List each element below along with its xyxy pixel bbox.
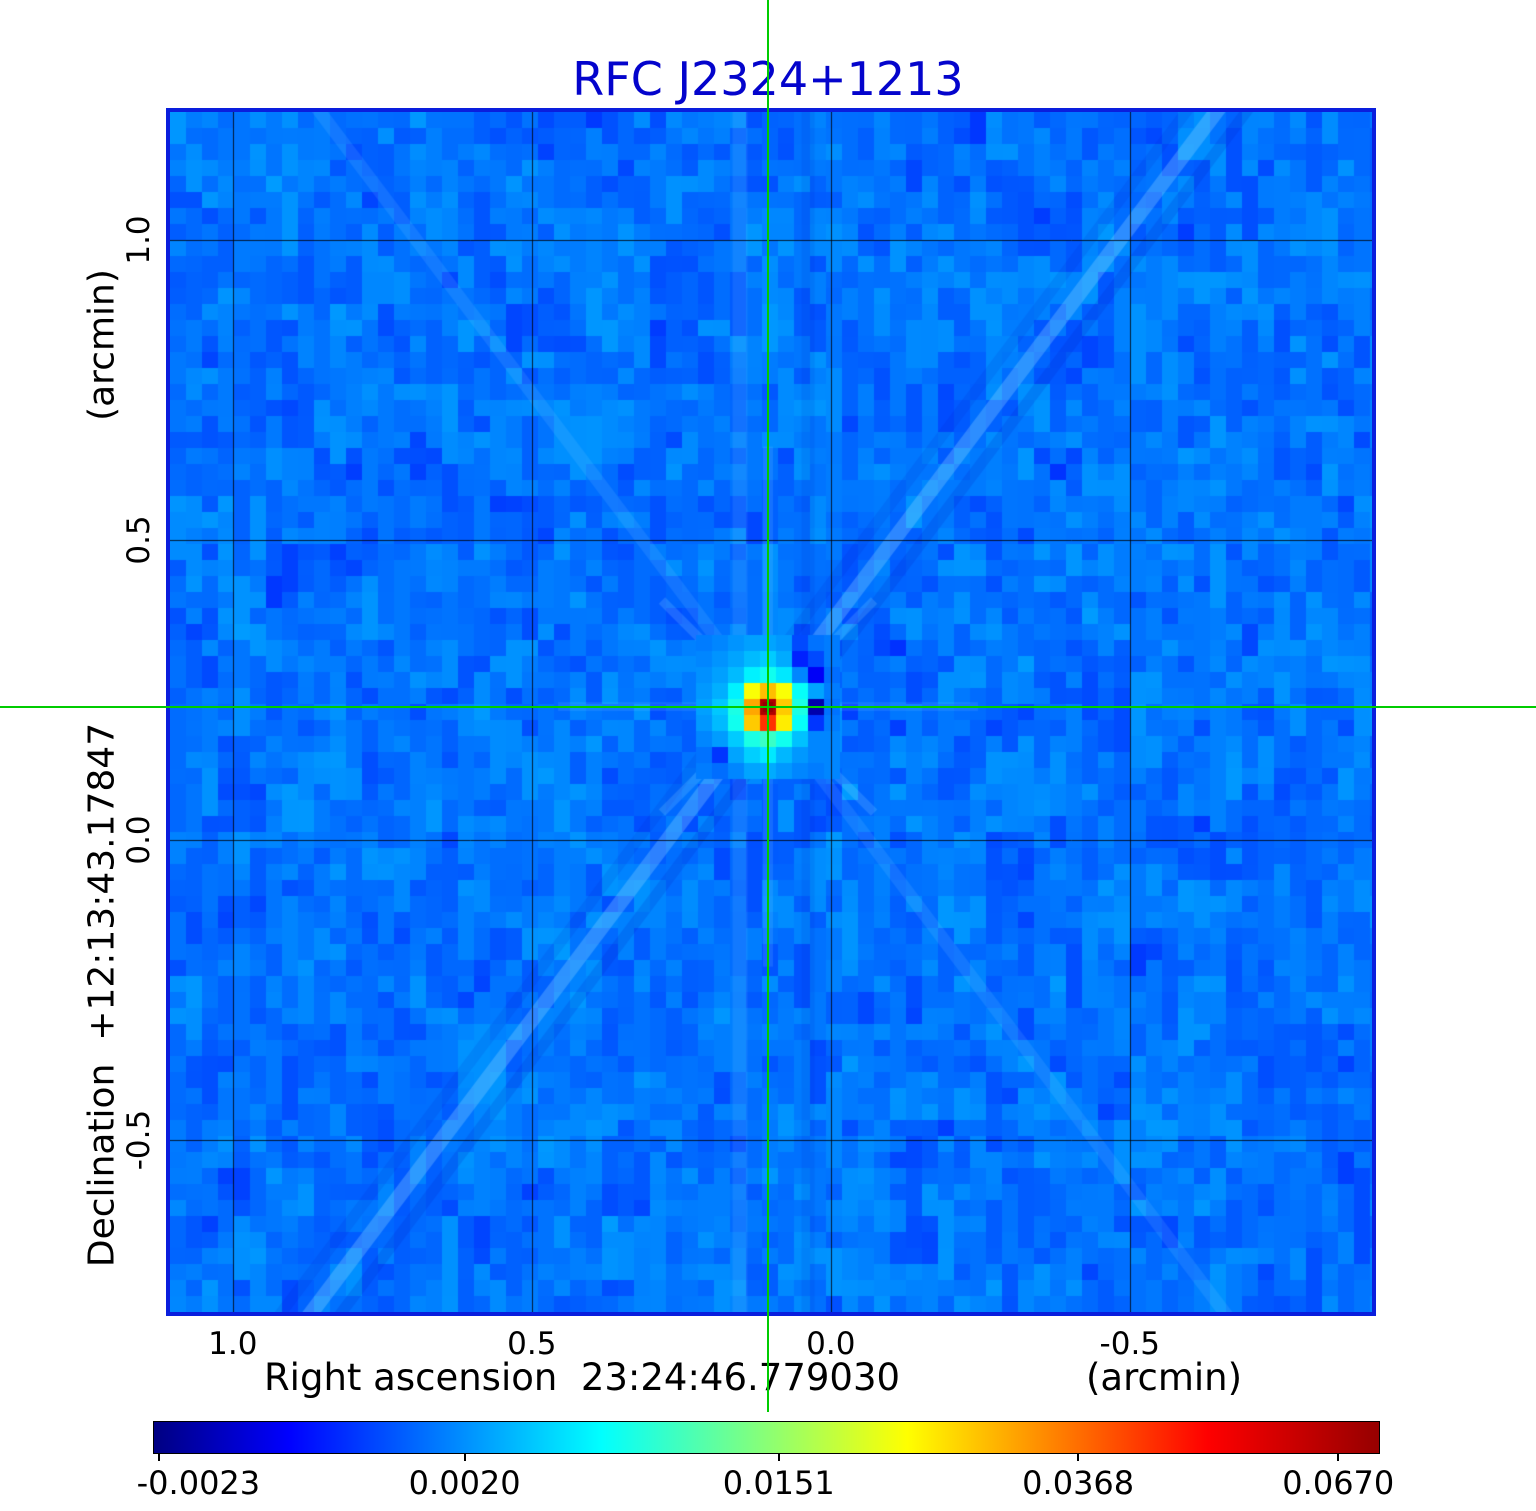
y-tick-label: 0.5 bbox=[121, 515, 157, 565]
x-tick-label: 1.0 bbox=[208, 1326, 258, 1362]
colorbar-tick-label: 0.0020 bbox=[408, 1464, 521, 1502]
y-axis-unit-label: (arcmin) bbox=[81, 269, 123, 421]
colorbar bbox=[153, 1421, 1380, 1454]
y-tick-label: 1.0 bbox=[121, 215, 157, 265]
plot-title: RFC J2324+1213 bbox=[572, 52, 964, 106]
y-tick-label: 0.0 bbox=[121, 815, 157, 865]
sky-map-canvas bbox=[170, 112, 1372, 1312]
crosshair-horizontal-line bbox=[0, 706, 1536, 708]
x-tick-label: 0.0 bbox=[806, 1326, 856, 1362]
colorbar-tick bbox=[777, 1454, 780, 1461]
x-axis-unit-label: (arcmin) bbox=[1085, 1356, 1243, 1399]
colorbar-tick bbox=[158, 1454, 161, 1461]
x-axis-label: Right ascension 23:24:46.779030 bbox=[263, 1356, 901, 1399]
y-tick-label: -0.5 bbox=[121, 1109, 157, 1171]
colorbar-tick bbox=[1077, 1454, 1080, 1461]
y-axis-label: Declination +12:13:43.17847 bbox=[81, 722, 123, 1268]
x-tick-label: -0.5 bbox=[1099, 1326, 1161, 1362]
colorbar-tick-label: 0.0368 bbox=[1022, 1464, 1135, 1502]
colorbar-tick bbox=[463, 1454, 466, 1461]
sky-map-panel bbox=[166, 108, 1376, 1316]
colorbar-tick-label: -0.0023 bbox=[136, 1464, 261, 1502]
colorbar-tick-label: 0.0670 bbox=[1282, 1464, 1395, 1502]
x-tick-label: 0.5 bbox=[507, 1326, 557, 1362]
colorbar-tick-label: 0.0151 bbox=[722, 1464, 835, 1502]
colorbar-tick bbox=[1337, 1454, 1340, 1461]
